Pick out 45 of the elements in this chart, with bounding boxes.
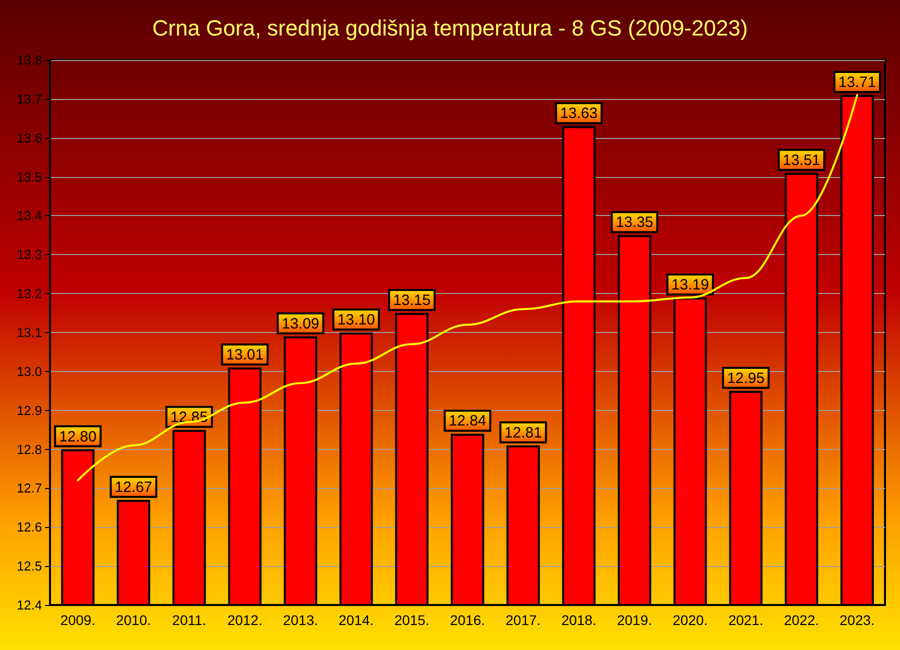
y-tick-label: 13.5 — [16, 169, 42, 184]
y-tick-label: 12.7 — [16, 480, 42, 496]
chart-title: Crna Gora, srednja godišnja temperatura - 8 GS (2009-2023) — [152, 16, 748, 40]
y-tick-label: 13.4 — [16, 208, 42, 224]
y-tick-label: 12.4 — [16, 598, 42, 612]
x-tick-label: 2022. — [784, 612, 820, 628]
data-label: 13.63 — [560, 105, 598, 122]
data-label: 13.19 — [671, 276, 709, 294]
data-label: 12.67 — [114, 478, 152, 496]
y-tick-label: 13.0 — [16, 364, 42, 379]
data-label: 13.01 — [226, 346, 264, 364]
x-tick-label: 2009. — [60, 612, 96, 628]
data-label: 13.10 — [337, 312, 375, 328]
y-tick-label: 12.5 — [16, 558, 42, 574]
x-tick-label: 2017. — [506, 612, 541, 628]
y-tick-label: 13.8 — [16, 52, 42, 68]
x-tick-label: 2013. — [282, 612, 318, 628]
x-tick-label: 2018. — [561, 612, 596, 628]
y-tick-label: 13.6 — [16, 130, 42, 146]
x-tick-label: 2011. — [172, 612, 206, 628]
x-tick-label: 2016. — [450, 612, 486, 628]
y-tick-label: 13.1 — [16, 325, 42, 340]
data-label: 12.80 — [59, 428, 97, 446]
data-label: 12.84 — [448, 412, 486, 430]
data-label: 13.51 — [782, 152, 820, 169]
x-tick-label: 2020. — [672, 612, 708, 628]
y-tick-label: 12.8 — [16, 442, 42, 457]
x-tick-label: 2023. — [840, 612, 875, 628]
y-tick-label: 13.2 — [16, 286, 42, 302]
data-label: 13.15 — [393, 292, 431, 310]
x-tick-label: 2014. — [338, 612, 374, 628]
data-label: 12.95 — [727, 370, 765, 387]
x-tick-label: 2019. — [616, 612, 652, 628]
x-tick-label: 2010. — [116, 612, 152, 628]
y-tick-label: 13.7 — [16, 91, 42, 106]
data-label: 13.09 — [282, 315, 320, 332]
data-label: 12.81 — [504, 424, 542, 442]
data-label: 13.71 — [838, 74, 876, 92]
data-label: 13.35 — [616, 214, 654, 232]
x-tick-label: 2015. — [394, 612, 430, 628]
x-tick-label: 2012. — [227, 612, 262, 628]
y-tick-label: 12.6 — [16, 520, 42, 535]
y-tick-label: 12.9 — [16, 402, 42, 418]
x-tick-label: 2021. — [728, 612, 764, 628]
y-tick-label: 13.3 — [16, 247, 42, 262]
